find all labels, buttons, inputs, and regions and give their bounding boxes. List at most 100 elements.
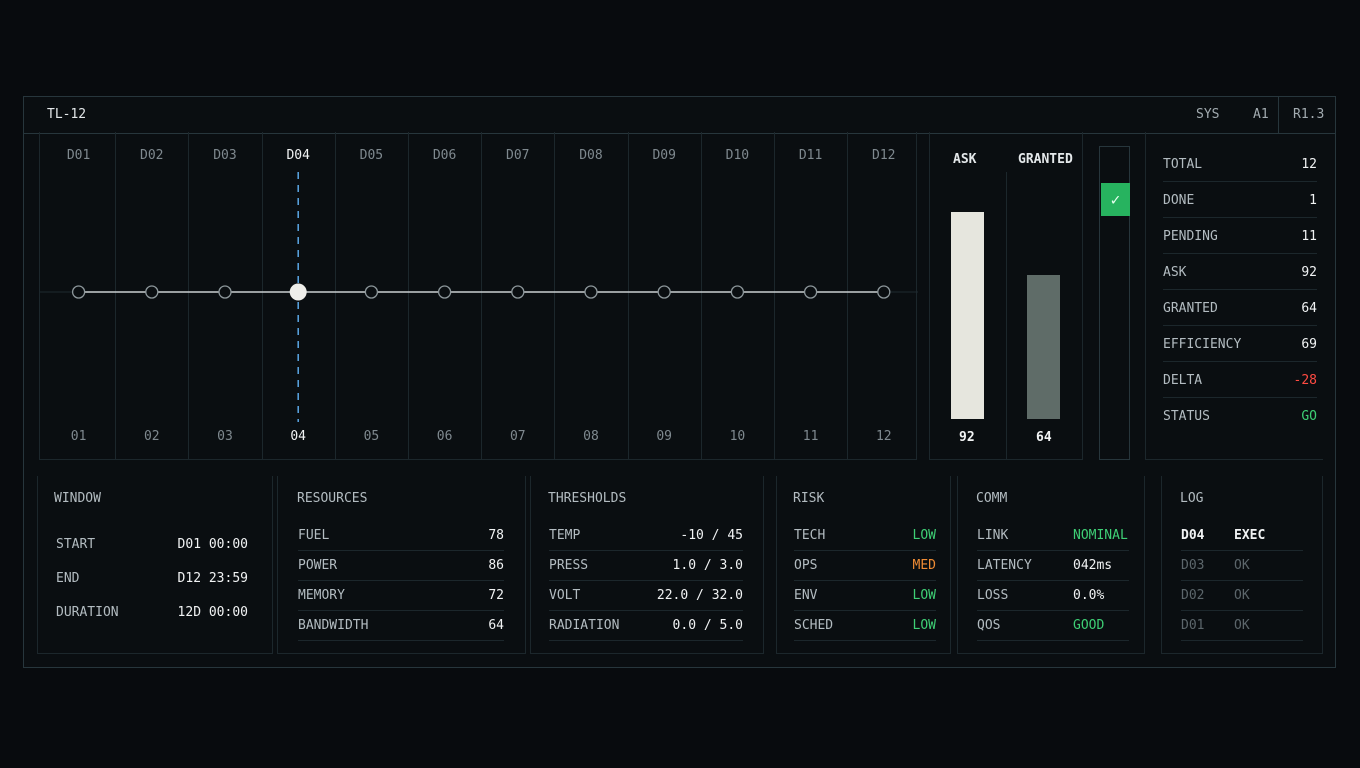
day-label: D09 bbox=[652, 148, 676, 163]
revision-label: R1.3 bbox=[1293, 107, 1325, 122]
granted-value: 64 bbox=[1036, 430, 1052, 445]
granted-bar bbox=[1027, 275, 1060, 419]
topbar-divider bbox=[1278, 97, 1279, 133]
approval-toggle[interactable]: ✓ bbox=[1099, 146, 1130, 460]
stat-row-granted: GRANTED 64 bbox=[1163, 289, 1317, 326]
step-label: 11 bbox=[802, 429, 819, 444]
timeline-column-11[interactable]: D11 11 bbox=[774, 132, 849, 459]
stat-row-status: STATUS GO bbox=[1163, 397, 1317, 433]
timeline-node-04[interactable] bbox=[289, 283, 307, 301]
timeline-column-05[interactable]: D05 05 bbox=[335, 132, 409, 459]
timeline-column-01[interactable]: D01 01 bbox=[42, 132, 117, 459]
log-value: EXEC bbox=[1234, 528, 1266, 543]
timeline-node-02[interactable] bbox=[145, 285, 159, 299]
comm-title: COMM bbox=[976, 491, 1008, 506]
timeline-column-04[interactable]: D04 04 bbox=[262, 132, 336, 459]
thresholds-value: -10 / 45 bbox=[680, 528, 743, 543]
thresholds-key: TEMP bbox=[549, 528, 581, 543]
timeline-node-07[interactable] bbox=[511, 285, 525, 299]
resources-title: RESOURCES bbox=[297, 491, 368, 506]
stat-value: 64 bbox=[1301, 301, 1317, 316]
timeline-node-05[interactable] bbox=[364, 285, 379, 299]
risk-value: LOW bbox=[912, 618, 936, 633]
stat-value: 92 bbox=[1301, 265, 1317, 280]
stat-row-ask: ASK 92 bbox=[1163, 253, 1317, 290]
resources-panel: RESOURCES FUEL 78 POWER 86 MEMORY 72 BANDWIDTH… bbox=[277, 476, 526, 654]
resources-key: BANDWIDTH bbox=[298, 618, 369, 633]
risk-row: ENV LOW bbox=[794, 579, 936, 611]
log-row: D01 OK bbox=[1181, 609, 1303, 641]
timeline-track bbox=[40, 172, 918, 422]
timeline-column-09[interactable]: D09 09 bbox=[628, 132, 702, 459]
stat-value: GO bbox=[1301, 409, 1317, 424]
thresholds-value: 1.0 / 3.0 bbox=[672, 558, 743, 573]
timeline-column-02[interactable]: D02 02 bbox=[115, 132, 190, 459]
check-icon[interactable]: ✓ bbox=[1101, 183, 1130, 216]
top-bar: TL-12 SYS A1 R1.3 bbox=[24, 97, 1335, 134]
window-panel: WINDOW START D01 00:00 END D12 23:59 DURATIO… bbox=[37, 476, 273, 654]
window-value: 12D 00:00 bbox=[177, 605, 248, 620]
stat-key: STATUS bbox=[1163, 409, 1210, 424]
comm-key: LATENCY bbox=[977, 558, 1032, 573]
timeline-column-06[interactable]: D06 06 bbox=[408, 132, 483, 459]
log-panel: LOG D04 EXEC D03 OK D02 OK D01 OK bbox=[1161, 476, 1323, 654]
sys-label: SYS bbox=[1196, 107, 1220, 122]
resources-row: BANDWIDTH 64 bbox=[298, 609, 504, 641]
resources-row: FUEL 78 bbox=[298, 519, 504, 551]
timeline-node-03[interactable] bbox=[218, 285, 232, 299]
timeline-column-03[interactable]: D03 03 bbox=[188, 132, 263, 459]
resources-row: MEMORY 72 bbox=[298, 579, 504, 611]
stat-key: DONE bbox=[1163, 193, 1195, 208]
timeline-node-09[interactable] bbox=[657, 285, 671, 299]
day-label: D11 bbox=[798, 148, 823, 163]
resources-key: FUEL bbox=[298, 528, 330, 543]
day-label: D05 bbox=[359, 148, 384, 163]
day-label: D06 bbox=[432, 148, 457, 163]
timeline-column-08[interactable]: D08 08 bbox=[554, 132, 629, 459]
timeline-node-08[interactable] bbox=[584, 285, 598, 299]
risk-key: ENV bbox=[794, 588, 818, 603]
timeline-column-07[interactable]: D07 07 bbox=[481, 132, 556, 459]
resources-value: 78 bbox=[488, 528, 504, 543]
ask-bar bbox=[951, 212, 984, 419]
window-row: START D01 00:00 bbox=[56, 528, 248, 559]
window-value: D12 23:59 bbox=[177, 571, 248, 586]
stat-value: 69 bbox=[1301, 337, 1317, 352]
step-label: 03 bbox=[217, 429, 233, 444]
risk-value: LOW bbox=[912, 528, 936, 543]
day-label: D01 bbox=[66, 148, 91, 163]
log-row: D02 OK bbox=[1181, 579, 1303, 611]
window-key: END bbox=[56, 571, 80, 586]
timeline-node-06[interactable] bbox=[437, 285, 452, 299]
thresholds-row: RADIATION 0.0 / 5.0 bbox=[549, 609, 743, 641]
stat-key: GRANTED bbox=[1163, 301, 1218, 316]
timeline-node-10[interactable] bbox=[730, 285, 745, 299]
log-value: OK bbox=[1234, 618, 1250, 633]
resources-key: POWER bbox=[298, 558, 338, 573]
timeline-node-01[interactable] bbox=[71, 285, 86, 299]
window-title: WINDOW bbox=[54, 491, 101, 506]
step-label: 05 bbox=[363, 429, 380, 444]
comm-value: GOOD bbox=[1073, 618, 1105, 633]
risk-row: OPS MED bbox=[794, 549, 936, 581]
window-key: START bbox=[56, 537, 96, 552]
comm-value: 0.0% bbox=[1073, 588, 1105, 603]
stat-value: 11 bbox=[1301, 229, 1317, 244]
resources-value: 72 bbox=[488, 588, 504, 603]
stat-value: 1 bbox=[1309, 193, 1317, 208]
stat-row-efficiency: EFFICIENCY 69 bbox=[1163, 325, 1317, 362]
resources-key: MEMORY bbox=[298, 588, 345, 603]
timeline-column-10[interactable]: D10 10 bbox=[701, 132, 775, 459]
day-label: D03 bbox=[213, 148, 237, 163]
risk-row: SCHED LOW bbox=[794, 609, 936, 641]
timeline-node-12[interactable] bbox=[877, 285, 891, 299]
stat-value: -28 bbox=[1293, 373, 1317, 388]
resources-value: 86 bbox=[488, 558, 504, 573]
timeline-node-11[interactable] bbox=[803, 285, 818, 299]
stat-key: DELTA bbox=[1163, 373, 1203, 388]
window-key: DURATION bbox=[56, 605, 119, 620]
timeline-column-12[interactable]: D12 12 bbox=[847, 132, 920, 459]
log-title: LOG bbox=[1180, 491, 1204, 506]
thresholds-row: VOLT 22.0 / 32.0 bbox=[549, 579, 743, 611]
comm-row: LOSS 0.0% bbox=[977, 579, 1129, 611]
